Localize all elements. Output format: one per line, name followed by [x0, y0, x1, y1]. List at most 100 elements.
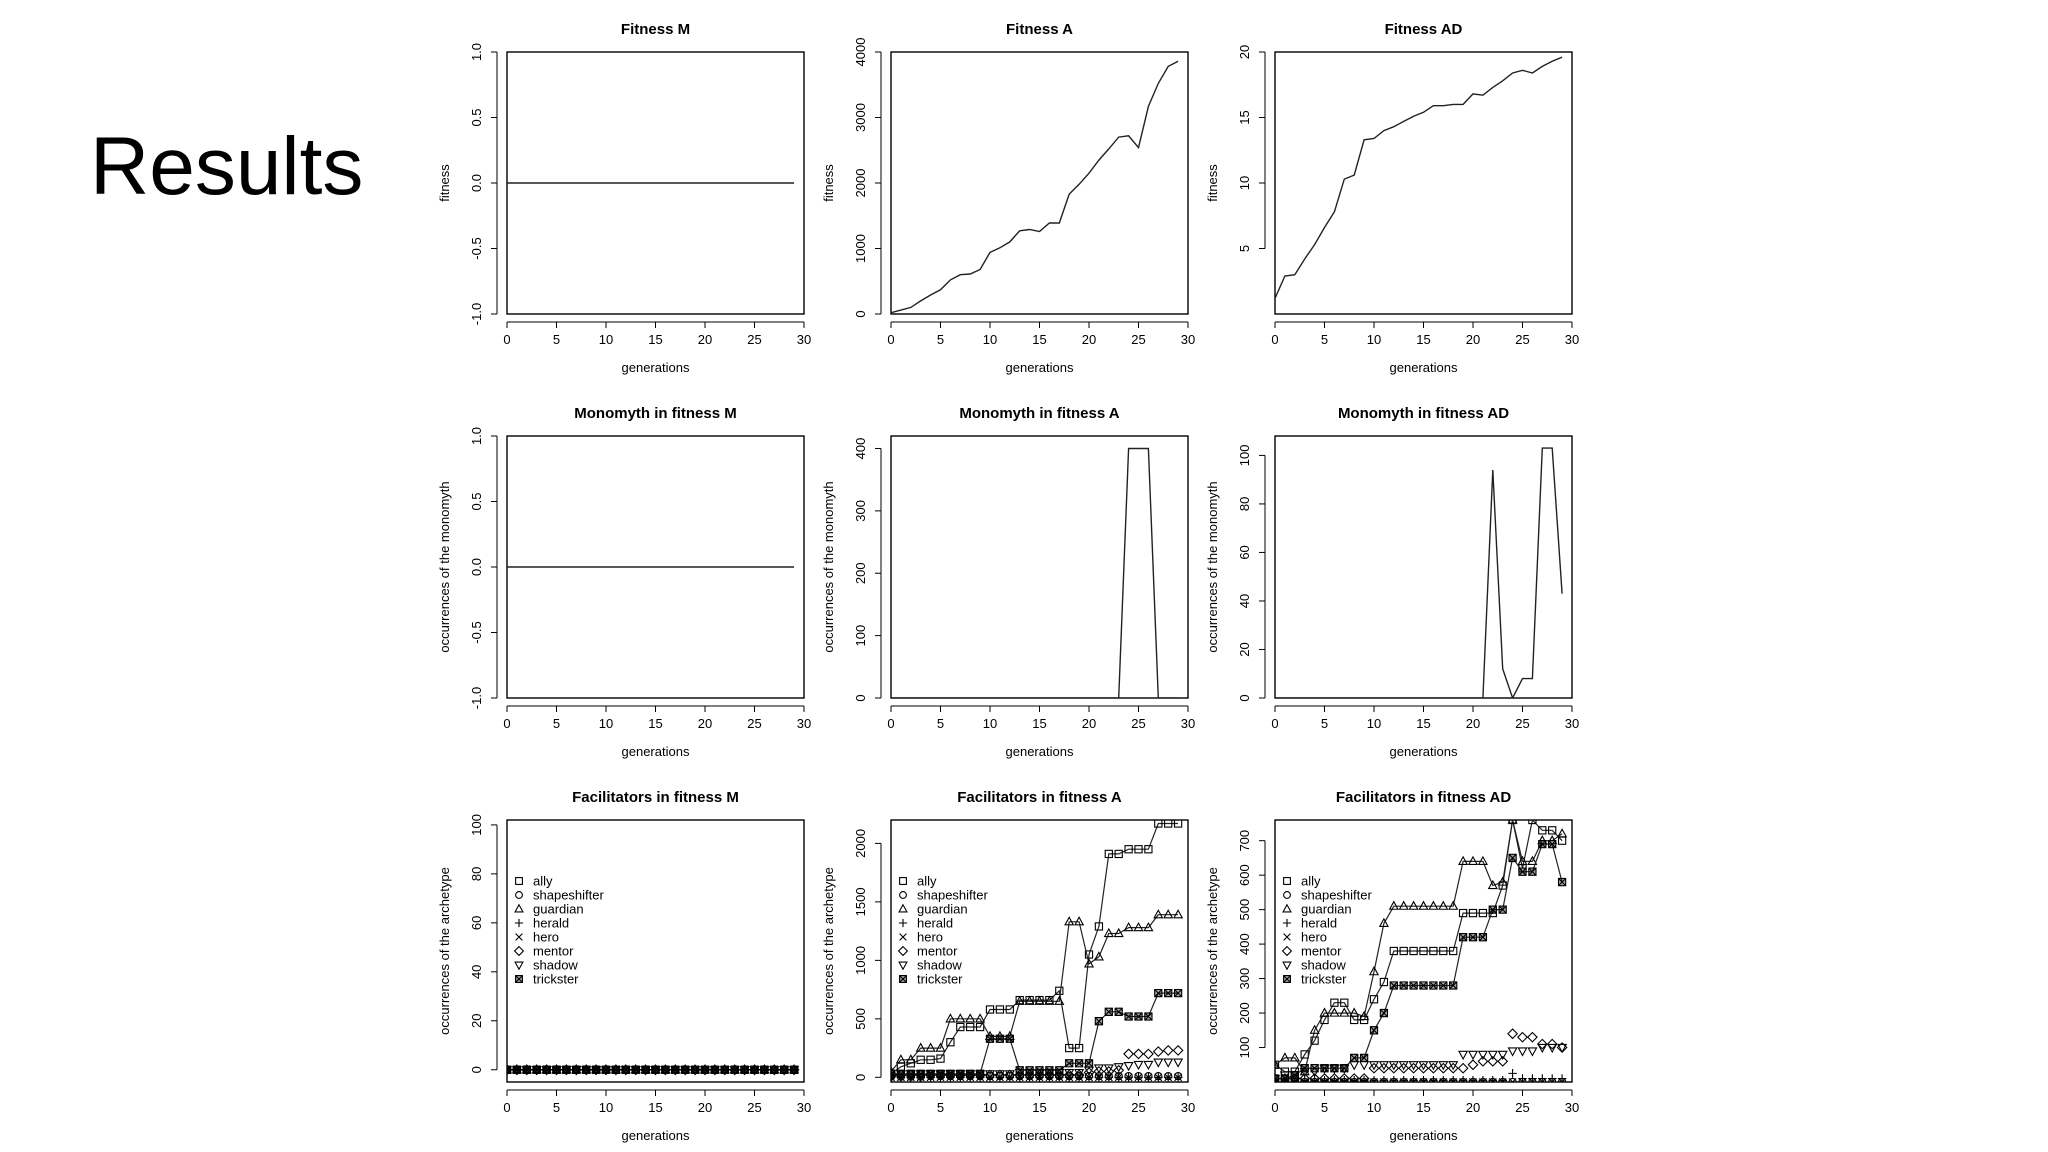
point-mentor	[1103, 1066, 1115, 1077]
point-trickster	[591, 1065, 601, 1074]
point-herald	[1379, 1075, 1389, 1082]
series-shadow	[1275, 1043, 1568, 1082]
x-tick-label: 30	[1565, 1100, 1579, 1115]
x-tick-label: 10	[599, 716, 613, 731]
point-mentor	[1142, 1048, 1154, 1060]
point-guardian	[1487, 879, 1498, 890]
y-tick-label: 20	[1237, 45, 1252, 59]
legend-marker-ally	[515, 877, 523, 885]
x-tick-label: 25	[1515, 1100, 1529, 1115]
x-tick-label: 0	[503, 332, 510, 347]
point-trickster	[936, 1069, 945, 1078]
y-tick-label: 200	[853, 562, 868, 584]
point-trickster	[896, 1069, 906, 1078]
point-herald	[1478, 1075, 1488, 1082]
point-hero	[1094, 1073, 1103, 1082]
y-axis-label: occurrences of the archetype	[437, 867, 452, 1035]
point-ally	[916, 1055, 925, 1064]
point-hero	[1498, 1078, 1507, 1082]
point-ally	[1389, 946, 1398, 956]
point-herald	[1399, 1075, 1409, 1082]
point-mentor	[1546, 1038, 1558, 1050]
point-trickster	[1320, 1064, 1329, 1073]
point-herald	[1448, 1075, 1458, 1082]
point-ally	[1065, 1043, 1074, 1053]
series-trickster	[507, 1065, 799, 1074]
y-tick-label: 2000	[853, 169, 868, 198]
point-ally	[1084, 950, 1094, 959]
point-trickster	[1015, 1066, 1024, 1075]
point-hero	[1558, 1078, 1567, 1082]
point-trickster	[1379, 1008, 1389, 1018]
point-trickster	[601, 1065, 611, 1074]
point-trickster	[1548, 839, 1557, 849]
point-ally	[946, 1038, 955, 1047]
point-hero	[1518, 1078, 1527, 1082]
point-hero	[1389, 1078, 1398, 1082]
point-guardian	[935, 1042, 946, 1052]
x-tick-label: 15	[1416, 1100, 1430, 1115]
point-mentor	[1162, 1044, 1174, 1056]
y-axis-label: fitness	[437, 164, 452, 202]
plot-area	[1275, 56, 1563, 299]
legend-label-shadow: shadow	[1301, 958, 1346, 973]
point-herald	[1438, 1075, 1448, 1082]
point-guardian	[1497, 876, 1508, 886]
legend-marker-hero	[1283, 933, 1291, 941]
point-shadow	[1103, 1064, 1114, 1074]
point-trickster	[1419, 981, 1428, 990]
point-ally	[1173, 820, 1183, 828]
legend-label-hero: hero	[917, 930, 943, 945]
point-shadow	[1408, 1061, 1419, 1071]
point-herald	[1458, 1075, 1468, 1082]
point-guardian	[1329, 1007, 1340, 1017]
y-tick-label: 500	[853, 1008, 868, 1030]
point-ally	[1449, 946, 1458, 956]
y-tick-label: 500	[1237, 899, 1252, 921]
point-ally	[1104, 849, 1113, 859]
legend-label-guardian: guardian	[1301, 902, 1352, 917]
x-tick-label: 15	[648, 716, 662, 731]
point-trickster	[532, 1065, 541, 1074]
point-trickster	[956, 1069, 965, 1078]
point-trickster	[1005, 1034, 1014, 1043]
point-shadow	[1428, 1061, 1439, 1071]
point-trickster	[1055, 1066, 1064, 1075]
data-line	[891, 60, 1179, 314]
y-tick-label: 40	[1237, 594, 1252, 608]
plot-area	[507, 1064, 800, 1076]
y-axis-label: occurrences of the archetype	[1205, 867, 1220, 1035]
point-trickster	[1350, 1053, 1359, 1063]
chart-title: Monomyth in fitness M	[574, 405, 737, 422]
chart-p12: Fitness A 0 5 10 15 20 25 30 generations 0 1000 200…	[821, 21, 1195, 375]
x-tick-label: 15	[1416, 716, 1430, 731]
point-shadow	[1349, 1061, 1360, 1071]
y-tick-label: 1.0	[469, 43, 484, 61]
x-tick-label: 10	[1367, 1100, 1381, 1115]
point-ally	[1548, 826, 1557, 835]
x-tick-label: 30	[1181, 716, 1195, 731]
data-line	[1275, 447, 1563, 698]
point-trickster	[507, 1065, 512, 1074]
y-axis: 0 500 1000 1500 2000 occurrences of the arche…	[821, 829, 882, 1081]
point-mentor	[1319, 1073, 1330, 1082]
point-hero	[1538, 1078, 1547, 1082]
y-axis-label: occurrences of the monomyth	[821, 481, 836, 652]
legend-label-hero: hero	[1301, 930, 1327, 945]
point-trickster	[512, 1065, 522, 1074]
point-trickster	[1488, 905, 1497, 914]
legend-marker-guardian	[1282, 903, 1292, 913]
point-shadow	[1547, 1043, 1558, 1054]
point-ally	[1478, 908, 1488, 918]
point-mentor	[1299, 1073, 1311, 1082]
plot-area	[891, 820, 1184, 1082]
point-trickster	[1330, 1064, 1339, 1073]
point-shadow	[994, 1070, 1005, 1080]
x-tick-label: 5	[553, 332, 560, 347]
point-trickster	[1084, 1059, 1094, 1068]
point-trickster	[789, 1065, 799, 1074]
y-tick-label: 80	[469, 867, 484, 881]
y-tick-label: 80	[1237, 497, 1252, 511]
x-tick-label: 15	[648, 332, 662, 347]
